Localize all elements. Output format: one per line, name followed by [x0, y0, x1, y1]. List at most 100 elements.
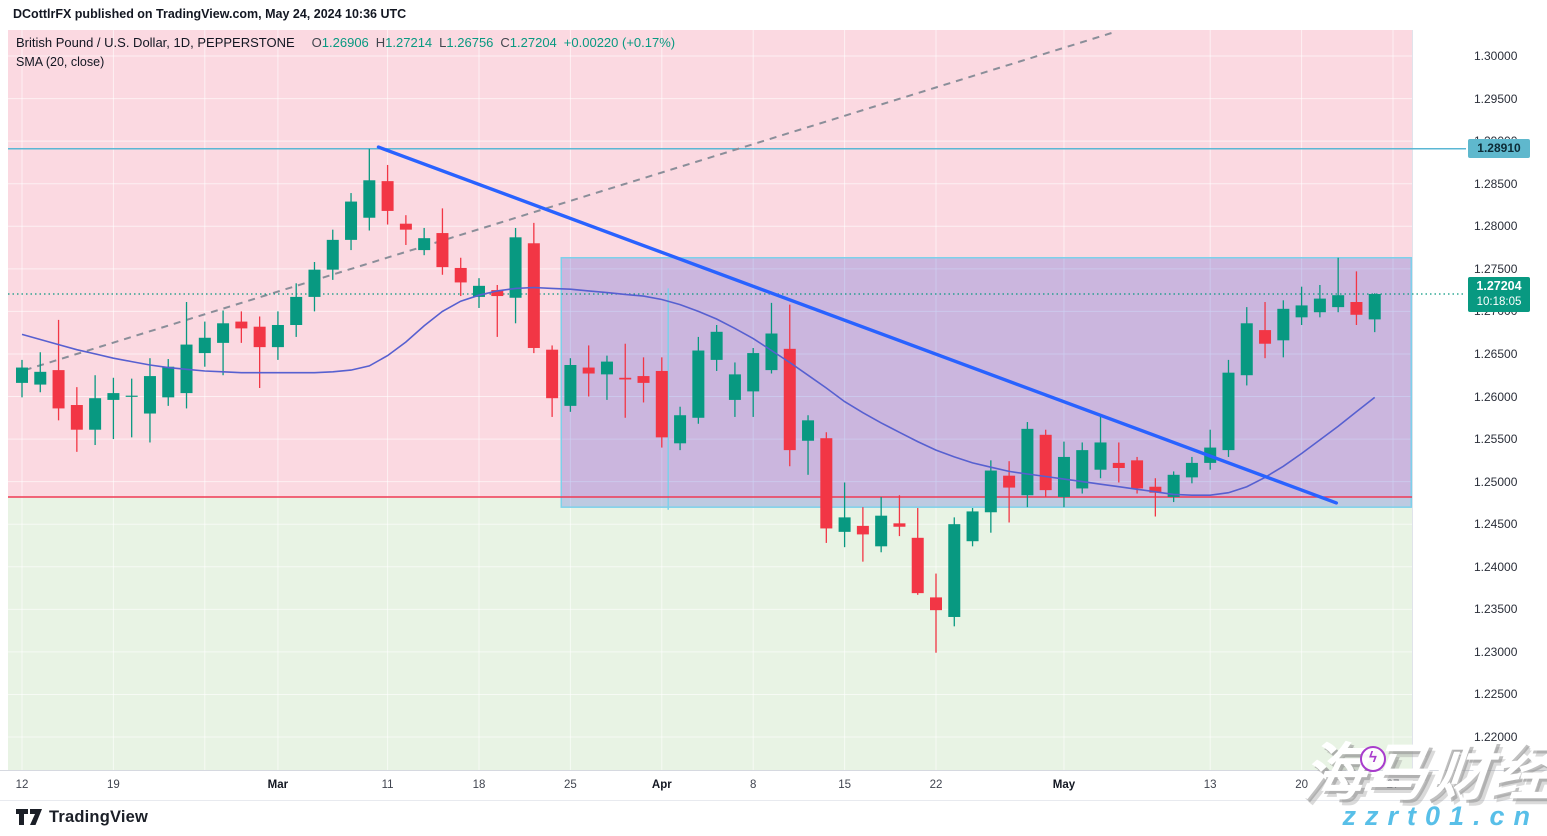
ohlc-high-value: 1.27214	[385, 35, 433, 50]
candle-body	[1149, 486, 1162, 493]
candle-body	[1259, 330, 1272, 344]
candle-body	[1222, 372, 1235, 451]
price-axis-label: 1.25000	[1474, 474, 1518, 489]
candle-body	[16, 367, 28, 383]
candle-body	[34, 371, 47, 385]
candle-body	[290, 296, 303, 325]
time-axis-label: 19	[106, 779, 120, 791]
price-axis-label: 1.24500	[1474, 517, 1518, 532]
tradingview-logo[interactable]: TradingView	[16, 807, 148, 827]
candle-body	[125, 395, 138, 397]
candle-body	[1350, 302, 1363, 315]
candle-body	[1204, 447, 1217, 463]
candle-body	[1277, 308, 1290, 341]
price-axis-label: 1.26000	[1474, 389, 1518, 404]
candle-body	[52, 370, 65, 409]
candle-body	[984, 470, 997, 513]
candle-body	[1039, 434, 1052, 491]
candle-body	[1094, 442, 1107, 470]
time-axis-label: 27	[1386, 779, 1400, 791]
candle-body	[637, 376, 650, 383]
time-axis-label: 11	[381, 779, 394, 791]
candle-body	[692, 350, 705, 418]
footer-strip	[0, 800, 1547, 836]
candle-body	[1167, 474, 1180, 497]
candle-body	[875, 515, 888, 547]
chart-legend[interactable]: British Pound / U.S. Dollar, 1D, PEPPERS…	[16, 35, 675, 69]
tradingview-logo-text: TradingView	[49, 807, 149, 826]
bearish-zone	[8, 30, 1412, 497]
last-price-value: 1.27204	[1476, 279, 1522, 293]
indicator-legend[interactable]: SMA (20, close)	[16, 55, 105, 69]
time-axis-label: May	[1052, 779, 1076, 791]
bullish-zone	[8, 496, 1412, 770]
price-axis-label: 1.23000	[1474, 644, 1518, 659]
time-axis-strip[interactable]	[0, 770, 1547, 801]
last-price-badge: 1.27204 10:18:05	[1468, 277, 1530, 312]
price-axis-label: 1.23500	[1474, 602, 1518, 617]
time-axis-label: Mar	[267, 779, 289, 791]
ohlc-close-label: C	[500, 35, 510, 50]
candle-body	[1185, 462, 1198, 478]
candle-body	[655, 370, 668, 438]
candle-body	[253, 326, 266, 348]
candle-body	[838, 517, 851, 532]
candle-body	[1057, 456, 1070, 497]
bar-countdown: 10:18:05	[1476, 296, 1522, 308]
candle-body	[363, 180, 376, 218]
candle-body	[1313, 298, 1326, 313]
tradingview-logo-icon	[16, 809, 42, 825]
candle-body	[564, 365, 577, 406]
price-axis-label: 1.28000	[1474, 219, 1518, 234]
candle-body	[674, 415, 687, 444]
candle-body	[399, 223, 412, 230]
time-axis-label: 12	[15, 779, 29, 791]
candle-body	[546, 349, 559, 399]
candle-body	[326, 239, 339, 270]
range-box[interactable]	[560, 256, 1413, 508]
candle-body	[582, 367, 595, 374]
price-axis-label: 1.22500	[1474, 687, 1518, 702]
candle-body	[1131, 460, 1144, 489]
candle-body	[308, 269, 321, 297]
watermark-url-text: zzrt01.cn	[1342, 801, 1539, 831]
time-axis-label: 8	[749, 779, 757, 791]
candle-body	[198, 337, 211, 354]
price-axis-label: 1.30000	[1474, 49, 1518, 63]
candle-body	[418, 238, 431, 251]
candle-body	[235, 321, 248, 329]
downtrend-line[interactable]	[376, 145, 1339, 505]
candle-body	[856, 525, 869, 535]
candle-body	[783, 348, 796, 451]
candle-body	[820, 438, 833, 529]
watermark-lightning-icon: ϟ	[1360, 746, 1386, 772]
sma-20-line[interactable]	[21, 286, 1376, 496]
candle-body	[491, 290, 504, 297]
candle-body	[1295, 305, 1308, 318]
time-axis-label: 18	[472, 779, 486, 791]
alert-price-badge: 1.28910	[1468, 139, 1530, 159]
candle-body	[271, 324, 284, 348]
candle-body	[948, 524, 961, 617]
candle-body	[1021, 428, 1034, 496]
candle-body	[893, 523, 906, 527]
candles-series[interactable]	[16, 148, 1381, 653]
ohlc-open-value: 1.26906	[321, 35, 369, 50]
candle-body	[180, 344, 193, 394]
dashed-uptrend-line[interactable]	[24, 32, 1112, 372]
candle-body	[747, 353, 760, 392]
candle-body	[1003, 475, 1016, 488]
change-value: +0.00220 (+0.17%)	[563, 35, 676, 50]
candle-body	[911, 537, 924, 594]
price-axis-label: 1.29500	[1474, 91, 1518, 106]
symbol-title[interactable]: British Pound / U.S. Dollar, 1D, PEPPERS…	[16, 35, 295, 50]
candle-body	[454, 267, 467, 283]
candle-body	[217, 323, 230, 343]
candle-body	[473, 285, 485, 297]
ohlc-open-label: O	[311, 35, 322, 50]
watermark-chinese-text: 海马财经	[1298, 739, 1547, 808]
candle-body	[89, 398, 102, 430]
candle-body	[1076, 450, 1089, 489]
candle-body	[107, 393, 120, 400]
